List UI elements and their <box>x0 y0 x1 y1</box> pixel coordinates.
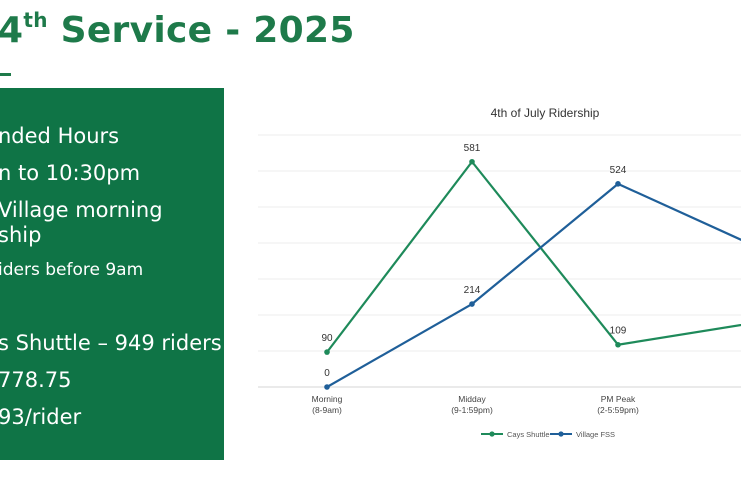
legend-marker <box>558 431 564 437</box>
bullet-riders-before-9am: iders before 9am <box>0 260 144 280</box>
x-tick-sublabel: (9-1:59pm) <box>451 405 493 415</box>
bullet-cost-per-rider: 93/rider <box>0 405 82 429</box>
data-label: 109 <box>610 326 627 337</box>
x-tick-label: PM Peak <box>601 394 636 404</box>
data-point <box>615 181 621 187</box>
title-prefix: 4 <box>0 10 24 51</box>
data-label: 0 <box>324 368 330 379</box>
data-label: 581 <box>464 143 481 154</box>
data-label: 524 <box>610 165 627 176</box>
data-point <box>615 341 621 348</box>
legend-label: Village FSS <box>576 430 615 439</box>
slide-title: 4th Service - 2025 <box>0 8 355 51</box>
bullet-hours-range: n to 10:30pm <box>0 161 141 185</box>
bullet-village-morning: Village morning <box>0 198 163 222</box>
bullet-shuttle-riders: s Shuttle – 949 riders <box>0 331 222 355</box>
x-tick-label: Midday <box>458 394 486 404</box>
x-tick-sublabel: (8-9am) <box>312 405 342 415</box>
data-point <box>324 384 330 390</box>
bullet-ridership: ship <box>0 223 42 247</box>
data-point <box>324 349 330 355</box>
data-point <box>469 301 475 307</box>
chart-title: 4th of July Ridership <box>491 106 600 120</box>
title-superscript: th <box>23 8 48 32</box>
summary-panel: nded Hours n to 10:30pm Village morning … <box>0 88 224 460</box>
bullet-extended-hours: nded Hours <box>0 124 120 148</box>
series-line-1 <box>326 182 741 388</box>
bullet-cost: 778.75 <box>0 368 72 392</box>
legend-label: Cays Shuttle <box>507 430 550 439</box>
data-label: 90 <box>321 333 333 344</box>
title-underline <box>0 73 11 76</box>
x-tick-sublabel: (2-5:59pm) <box>597 405 639 415</box>
x-tick-label: Morning <box>312 394 343 404</box>
data-label: 214 <box>464 285 481 296</box>
series-line-0 <box>326 160 741 353</box>
title-rest: Service - 2025 <box>47 10 355 51</box>
legend-marker <box>489 431 495 437</box>
data-point <box>469 158 475 165</box>
